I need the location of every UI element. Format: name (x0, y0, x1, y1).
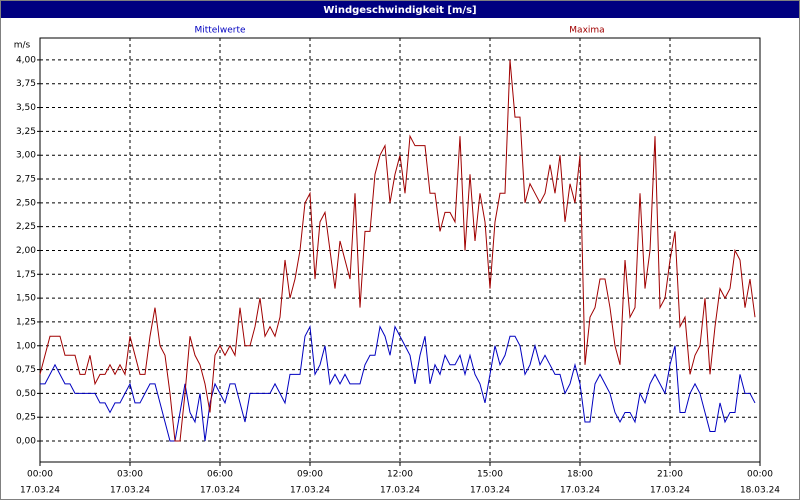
y-tick-label: 1,25 (16, 317, 36, 327)
y-tick-label: 4,00 (16, 55, 36, 65)
x-tick-label: 18:00 (567, 470, 593, 480)
series-line (39, 59, 756, 442)
x-tick-date: 17.03.24 (200, 486, 240, 496)
x-tick-label: 03:00 (117, 470, 143, 480)
y-tick-label: 0,50 (16, 389, 36, 399)
legend-label: Mittelwerte (194, 26, 245, 36)
x-tick-date: 17.03.24 (20, 486, 60, 496)
y-tick-label: 0,00 (16, 437, 36, 447)
x-tick-date: 17.03.24 (380, 486, 420, 496)
x-tick-date: 18.03.24 (740, 486, 780, 496)
y-tick-label: 2,25 (16, 222, 36, 232)
title-bar (1, 1, 799, 18)
chart-title: Windgeschwindigkeit [m/s] (323, 5, 476, 16)
x-tick-date: 17.03.24 (110, 486, 150, 496)
x-tick-label: 00:00 (747, 470, 773, 480)
x-tick-label: 00:00 (27, 470, 53, 480)
x-tick-label: 15:00 (477, 470, 503, 480)
x-tick-date: 17.03.24 (290, 486, 330, 496)
y-tick-label: 0,25 (16, 413, 36, 423)
legend-label: Maxima (569, 26, 604, 36)
y-tick-label: 3,00 (16, 151, 36, 161)
y-tick-label: 1,00 (16, 341, 36, 351)
y-tick-label: 2,00 (16, 246, 36, 256)
y-tick-label: 0,75 (16, 365, 36, 375)
series-line (40, 325, 756, 442)
x-tick-label: 21:00 (657, 470, 683, 480)
x-tick-date: 17.03.24 (560, 486, 600, 496)
y-tick-label: 2,50 (16, 198, 36, 208)
y-tick-label: 2,75 (16, 175, 36, 185)
x-tick-label: 12:00 (387, 470, 413, 480)
y-tick-label: 1,50 (16, 294, 36, 304)
y-tick-label: 3,75 (16, 79, 36, 89)
x-tick-date: 17.03.24 (470, 486, 510, 496)
y-tick-label: 3,25 (16, 127, 36, 137)
y-tick-label: 3,50 (16, 103, 36, 113)
x-tick-label: 06:00 (207, 470, 233, 480)
y-axis-label: m/s (14, 41, 31, 51)
x-tick-label: 09:00 (297, 470, 323, 480)
y-tick-label: 1,75 (16, 270, 36, 280)
x-tick-date: 17.03.24 (650, 486, 690, 496)
